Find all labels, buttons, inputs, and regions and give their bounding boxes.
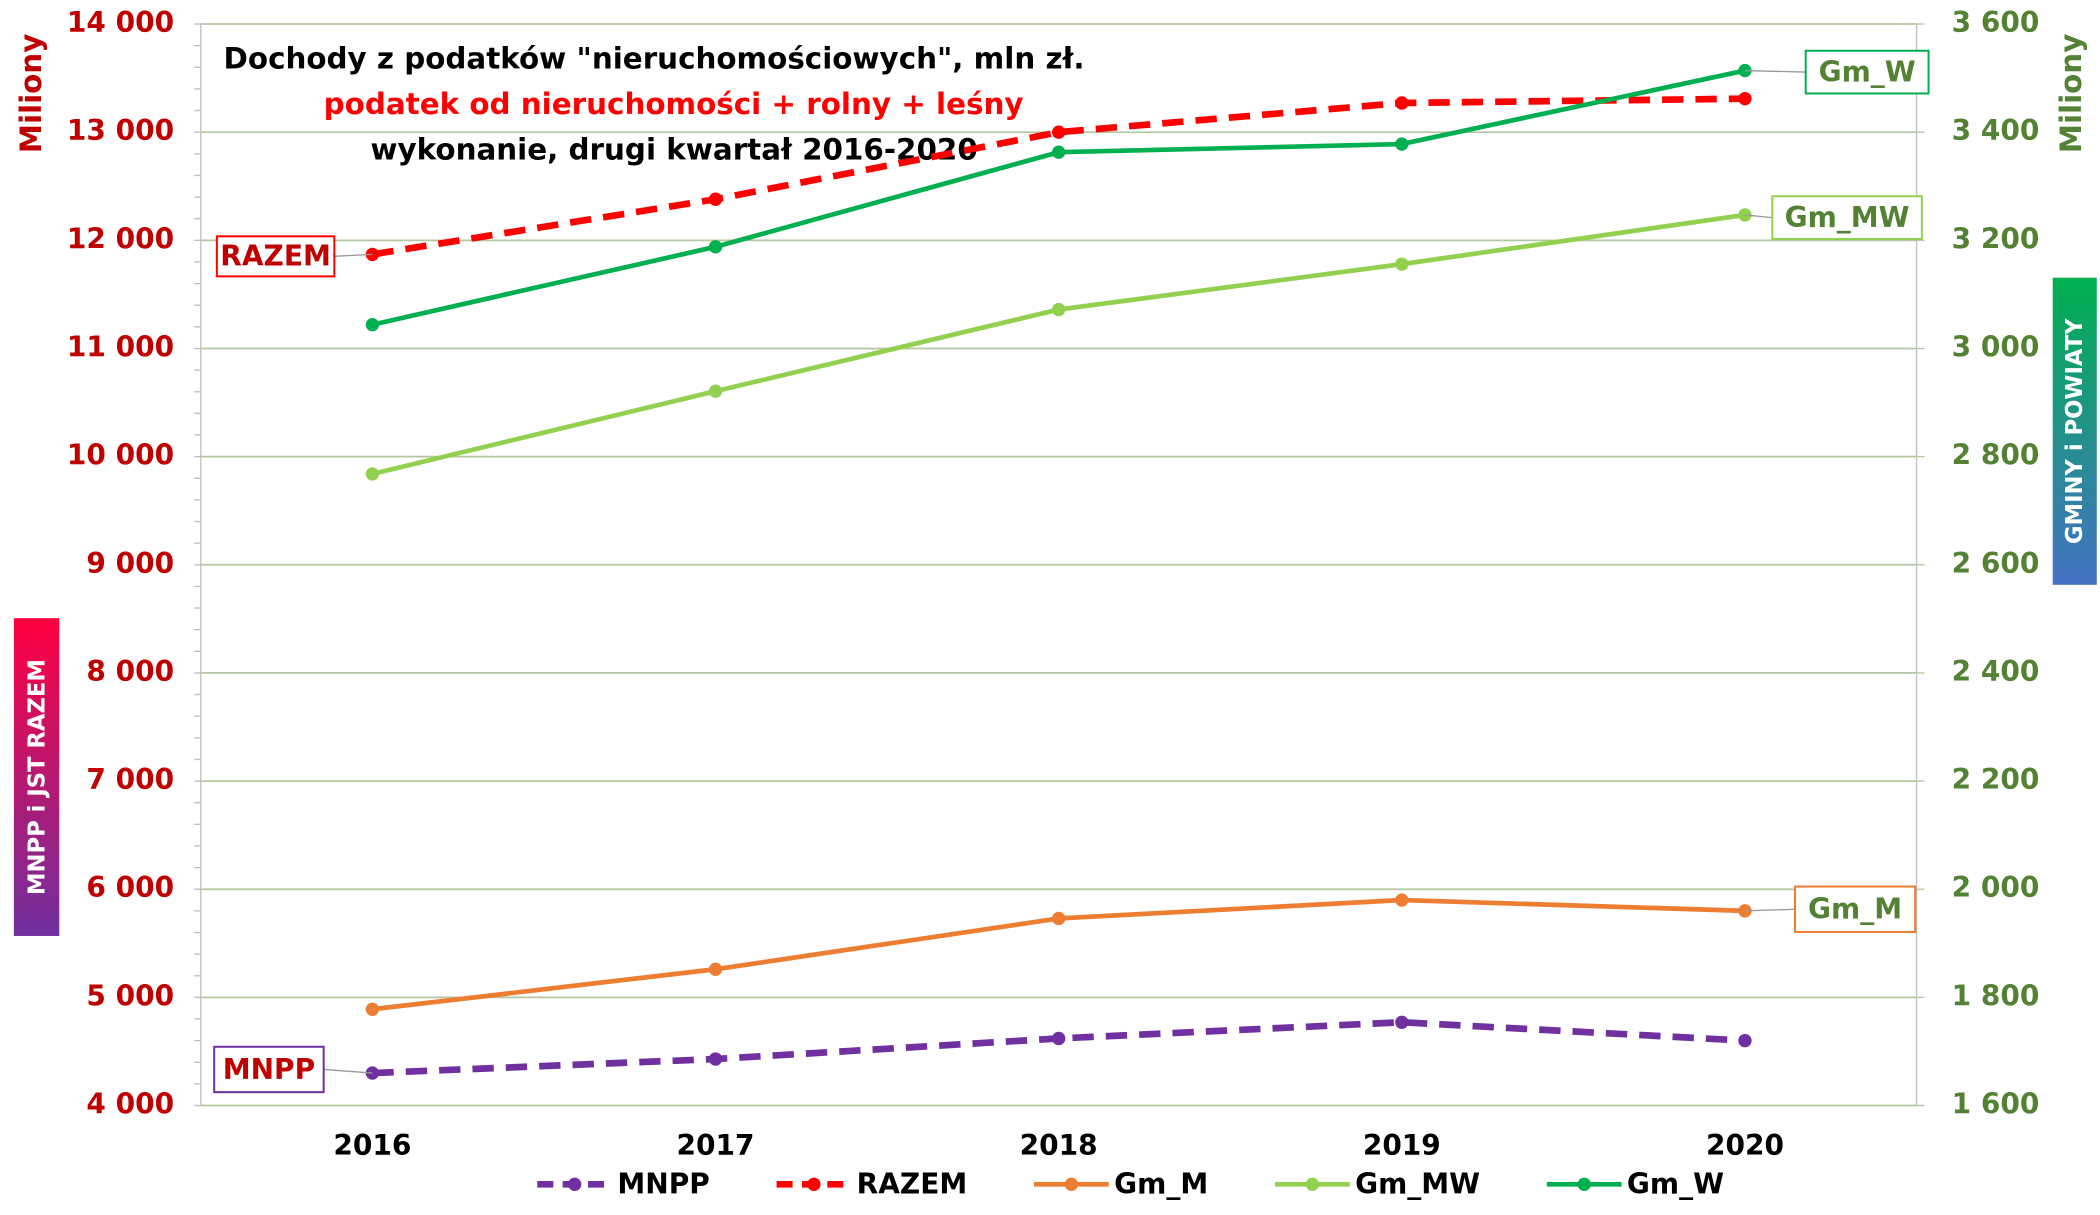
chart-title: Dochody z podatków "nieruchomościowych",… — [224, 42, 1085, 76]
callout-box — [1771, 195, 1923, 240]
series-point — [708, 962, 723, 976]
side-label: GMINY i POWIATY — [2062, 318, 2088, 544]
chart-subtitle: podatek od nieruchomości + rolny + leśny — [324, 87, 1024, 121]
callout-box — [1804, 49, 1930, 95]
callout-label: Gm_M — [1808, 893, 1902, 926]
y-tick-label: 7 000 — [86, 763, 174, 796]
series-line — [371, 95, 1745, 258]
series-point — [1052, 1031, 1066, 1046]
y2-tick-label: 2 600 — [1952, 547, 2040, 580]
legend-label: Gm_W — [1627, 1168, 1724, 1201]
y2-tick-label: 2 000 — [1952, 871, 2040, 904]
chart-note: wykonanie, drugi kwartał 2016-2020 — [370, 132, 977, 166]
side-label-bg — [2052, 277, 2097, 585]
series-point — [1395, 1015, 1409, 1029]
y2-tick-label: 3 600 — [1952, 6, 2040, 39]
y-tick-label: 6 000 — [86, 871, 174, 904]
callout-leader — [1744, 908, 1796, 912]
x-tick-label: 2018 — [1020, 1129, 1098, 1162]
side-label-bg — [13, 618, 60, 936]
legend-label: Gm_M — [1114, 1168, 1208, 1201]
series-point — [1052, 125, 1066, 139]
x-tick-label: 2020 — [1706, 1129, 1784, 1162]
callout-box — [215, 235, 336, 278]
y-axis-label: Miliony — [14, 34, 48, 154]
callout-box — [213, 1045, 325, 1094]
callout-leader — [1744, 214, 1773, 219]
legend-swatch — [568, 1177, 582, 1191]
callout-leader — [334, 253, 373, 258]
y2-tick-label: 2 800 — [1952, 439, 2040, 472]
y-tick-label: 14 000 — [67, 6, 174, 39]
side-label: MNPP i JST RAZEM — [24, 659, 50, 895]
y-tick-label: 11 000 — [67, 330, 174, 363]
series-point — [365, 1066, 380, 1080]
callout-label: MNPP — [223, 1053, 315, 1086]
series-point — [708, 192, 723, 206]
series-point — [1395, 257, 1409, 271]
legend-swatch — [1305, 1177, 1320, 1191]
series-point — [1052, 911, 1066, 926]
y2-tick-label: 3 200 — [1952, 222, 2040, 255]
callout-leader — [1744, 69, 1806, 73]
series-point — [365, 467, 380, 481]
y-tick-label: 12 000 — [67, 222, 174, 255]
callout-label: Gm_MW — [1785, 201, 1910, 234]
series-point — [708, 1052, 723, 1066]
x-tick-label: 2016 — [333, 1129, 411, 1162]
callout-label: RAZEM — [220, 240, 331, 273]
y2-tick-label: 3 400 — [1952, 114, 2040, 147]
y2-tick-label: 2 200 — [1952, 763, 2040, 796]
y-tick-label: 5 000 — [86, 979, 174, 1012]
legend-swatch — [807, 1177, 821, 1191]
series-point — [708, 384, 723, 398]
y-tick-label: 9 000 — [86, 547, 174, 580]
series-point — [365, 1002, 380, 1016]
x-tick-label: 2017 — [677, 1129, 755, 1162]
series-line — [371, 212, 1746, 477]
legend-swatch — [1577, 1177, 1591, 1191]
callout-leader — [323, 1068, 373, 1074]
series-line — [372, 1018, 1746, 1077]
series-point — [708, 240, 723, 254]
legend-swatch — [1064, 1177, 1079, 1191]
legend-label: MNPP — [617, 1168, 709, 1201]
y-tick-label: 10 000 — [67, 439, 174, 472]
series-point — [1395, 96, 1409, 110]
legend-label: Gm_MW — [1355, 1168, 1480, 1201]
y2-axis-label: Miliony — [2054, 34, 2088, 154]
y-tick-label: 13 000 — [67, 114, 174, 147]
series-point — [365, 318, 380, 332]
y-tick-label: 4 000 — [86, 1088, 174, 1121]
y2-tick-label: 2 400 — [1952, 655, 2040, 688]
series-point — [1052, 145, 1066, 159]
callout-box — [1794, 885, 1917, 933]
series-point — [1395, 137, 1409, 151]
y2-tick-label: 1 600 — [1952, 1088, 2040, 1121]
legend-label: RAZEM — [857, 1168, 968, 1201]
series-point — [1738, 1033, 1752, 1048]
x-tick-label: 2019 — [1363, 1129, 1441, 1162]
series-point — [1738, 91, 1752, 106]
y2-tick-label: 1 800 — [1952, 979, 2040, 1012]
series-point — [1052, 302, 1066, 317]
y-tick-label: 8 000 — [86, 655, 174, 688]
callout-label: Gm_W — [1819, 55, 1916, 88]
series-point — [1395, 893, 1409, 907]
y2-tick-label: 3 000 — [1952, 330, 2040, 363]
